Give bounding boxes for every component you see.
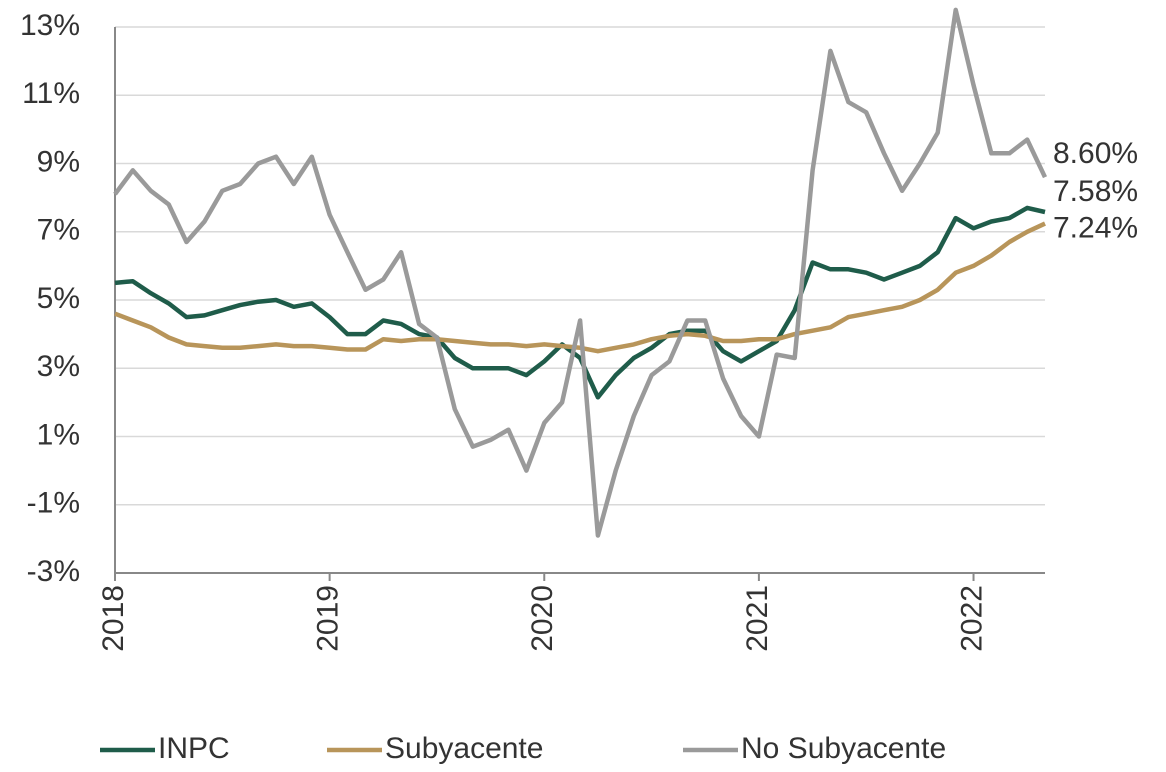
y-tick-label: 3% [37,350,80,383]
legend-label: INPC [158,732,230,765]
x-tick-label: 2022 [955,585,988,652]
x-tick-label: 2020 [526,585,559,652]
y-tick-label: 13% [20,9,80,42]
y-tick-label: 5% [37,282,80,315]
end-label: 7.58% [1053,175,1138,208]
y-tick-label: -1% [27,487,80,520]
legend-label: No Subyacente [741,732,946,765]
legend-label: Subyacente [385,732,543,765]
y-tick-label: 1% [37,418,80,451]
series-line [114,221,1046,354]
end-label: 7.24% [1053,211,1138,244]
y-tick-label: -3% [27,555,80,588]
x-tick-label: 2018 [97,585,130,652]
y-tick-label: 9% [37,145,80,178]
end-label: 8.60% [1053,137,1138,170]
series-line [114,205,1046,400]
x-tick-label: 2019 [312,585,345,652]
y-tick-label: 7% [37,214,80,247]
y-tick-label: 11% [22,77,80,110]
series-line [113,7,1048,538]
x-tick-label: 2021 [741,585,774,652]
